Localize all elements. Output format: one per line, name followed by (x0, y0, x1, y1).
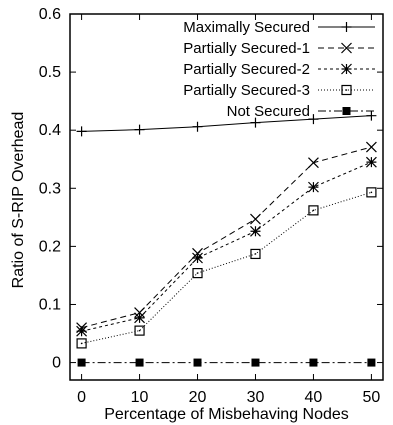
legend-label: Not Secured (227, 103, 310, 120)
data-point-marker (134, 307, 145, 319)
data-point-marker (365, 156, 377, 168)
legend-entry: Partially Secured-3 (183, 82, 375, 99)
x-tick-label: 0 (77, 389, 86, 406)
series-5 (77, 358, 376, 367)
series-2 (76, 141, 377, 334)
series-line (81, 191, 372, 344)
data-point-marker (134, 325, 145, 336)
data-point-marker (192, 252, 203, 264)
data-point-marker (76, 126, 87, 137)
y-axis-label: Ratio of S-RIP Overhead (10, 112, 27, 289)
data-point-marker (341, 22, 352, 32)
legend-label: Partially Secured-3 (183, 82, 310, 99)
y-tick-label: 0.1 (39, 296, 61, 313)
data-point-marker (366, 187, 377, 198)
x-tick-label: 10 (131, 389, 149, 406)
data-point-marker (76, 325, 88, 337)
data-point-marker (193, 358, 202, 367)
data-point-marker (341, 84, 352, 96)
data-point-marker (308, 181, 319, 193)
y-tick-label: 0.6 (39, 6, 61, 23)
x-tick-label: 20 (189, 389, 207, 406)
data-point-marker (367, 358, 376, 367)
data-point-marker (309, 358, 318, 367)
legend-entry: Partially Secured-1 (183, 40, 375, 57)
data-point-marker (135, 358, 144, 367)
data-point-marker (365, 141, 377, 153)
y-tick-label: 0.4 (39, 122, 61, 139)
data-point-marker (341, 42, 352, 54)
data-point-marker (250, 213, 261, 225)
data-point-marker (341, 63, 352, 75)
data-point-marker (251, 358, 260, 367)
series-line (81, 146, 372, 329)
legend-entry: Maximally Secured (183, 19, 375, 36)
data-point-marker (250, 225, 261, 237)
axes-layer: 0 10 20 30 40 50 0 0.1 0.2 0.3 0.4 0.5 0.6 (39, 6, 383, 406)
legend-entry: Not Secured (227, 103, 375, 120)
x-axis-label: Percentage of Misbehaving Nodes (104, 406, 349, 423)
x-tick-label: 30 (247, 389, 265, 406)
data-point-marker (308, 205, 319, 216)
legend-entry: Partially Secured-2 (183, 61, 375, 78)
data-point-marker (192, 268, 203, 279)
data-point-marker (76, 338, 87, 349)
series-line (81, 161, 372, 332)
y-tick-label: 0.5 (39, 64, 61, 81)
plot-layer (76, 110, 377, 367)
legend: Maximally Secured Partially Secured-1 Part… (183, 19, 375, 120)
legend-label: Maximally Secured (183, 19, 310, 36)
data-point-marker (342, 107, 351, 115)
data-point-marker (308, 157, 319, 169)
data-point-marker (134, 312, 145, 324)
data-point-marker (308, 114, 319, 125)
data-point-marker (366, 110, 377, 121)
legend-label: Partially Secured-2 (183, 61, 310, 78)
legend-label: Partially Secured-1 (183, 40, 310, 57)
data-point-marker (134, 124, 145, 135)
y-tick-label: 0 (52, 355, 61, 372)
data-point-marker (192, 121, 203, 132)
plot-frame (69, 13, 384, 381)
y-tick-label: 0.3 (39, 180, 61, 197)
data-point-marker (250, 248, 261, 260)
x-tick-label: 50 (363, 389, 381, 406)
series-4 (76, 187, 377, 349)
data-point-marker (77, 358, 86, 367)
y-tick-label: 0.2 (39, 238, 61, 255)
series-3 (76, 156, 377, 337)
x-tick-label: 40 (305, 389, 323, 406)
series-line (81, 115, 372, 132)
data-point-marker (250, 117, 261, 128)
series-1 (76, 110, 377, 137)
